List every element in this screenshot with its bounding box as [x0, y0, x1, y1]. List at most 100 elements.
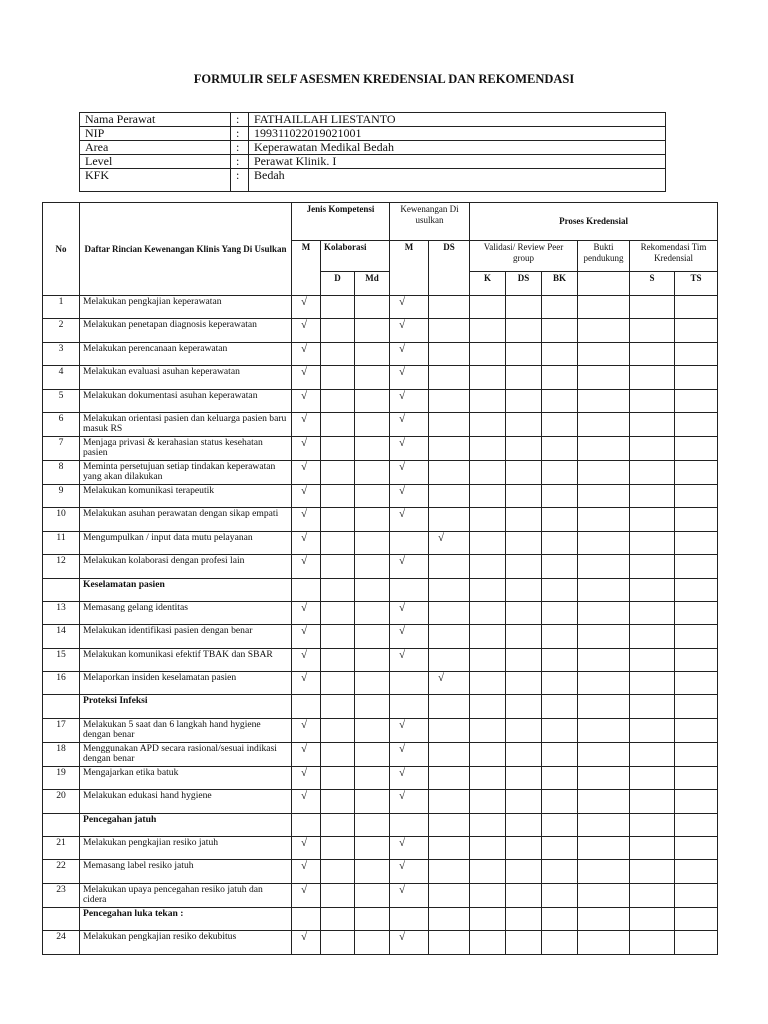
- cell: [427, 906, 471, 932]
- cell: [505, 671, 543, 696]
- row-number: 4: [42, 365, 80, 390]
- identity-row: KFK: Bedah: [79, 168, 666, 192]
- cell: [541, 600, 579, 626]
- checkmark: √: [389, 318, 429, 343]
- cell: [541, 294, 579, 320]
- cell: [674, 694, 719, 719]
- cell: [354, 365, 390, 390]
- cell: [577, 624, 631, 649]
- row-description: Melakukan pengkajian resiko jatuh: [79, 836, 292, 861]
- cell: [577, 647, 631, 673]
- cell: [469, 717, 507, 743]
- cell: [427, 859, 471, 884]
- checkmark: √: [291, 554, 321, 579]
- cell: [389, 671, 429, 696]
- checkmark: √: [291, 341, 321, 367]
- cell: [577, 577, 631, 602]
- cell: [629, 836, 676, 861]
- header-cell: K: [469, 271, 507, 296]
- row-number: 22: [42, 859, 80, 884]
- cell: [505, 930, 543, 955]
- cell: [505, 435, 543, 461]
- row-description: Memasang label resiko jatuh: [79, 859, 292, 884]
- cell: [541, 859, 579, 884]
- cell: [629, 741, 676, 767]
- section-title: Keselamatan pasien: [79, 577, 292, 602]
- identity-label: Level: [79, 154, 231, 169]
- cell: [505, 836, 543, 861]
- cell: [427, 624, 471, 649]
- cell: [320, 411, 355, 437]
- cell: [469, 365, 507, 390]
- cell: [674, 318, 719, 343]
- row-number: 2: [42, 318, 80, 343]
- cell: [577, 859, 631, 884]
- cell: [577, 365, 631, 390]
- header-cell: Rekomendasi Tim Kredensial: [629, 240, 719, 272]
- row-description: Melakukan evaluasi asuhan keperawatan: [79, 365, 292, 390]
- checkmark: √: [291, 882, 321, 908]
- cell: [469, 600, 507, 626]
- section-title: Pencegahan jatuh: [79, 812, 292, 838]
- cell: [354, 388, 390, 413]
- checkmark: √: [389, 717, 429, 743]
- cell: [577, 812, 631, 838]
- row-number: 3: [42, 341, 80, 367]
- cell: [577, 294, 631, 320]
- cell: [291, 812, 321, 838]
- cell: [320, 882, 355, 908]
- cell: [577, 530, 631, 556]
- cell: [674, 765, 719, 791]
- header-row: D Md K DS BK S TS: [43, 271, 719, 296]
- cell: [469, 671, 507, 696]
- cell: [505, 859, 543, 884]
- cell: [354, 459, 390, 485]
- cell: [541, 882, 579, 908]
- item-row: 4 Melakukan evaluasi asuhan keperawatan √ √: [42, 365, 719, 390]
- row-description: Menjaga privasi & kerahasian status kese…: [79, 435, 292, 461]
- cell: [541, 717, 579, 743]
- cell: [469, 694, 507, 719]
- identity-separator: :: [230, 112, 249, 127]
- checkmark: √: [389, 411, 429, 437]
- row-number: 19: [42, 765, 80, 791]
- row-number: 9: [42, 483, 80, 509]
- cell: [427, 789, 471, 814]
- cell: [505, 577, 543, 602]
- cell: [577, 789, 631, 814]
- cell: [674, 671, 719, 696]
- header-cell: Bukti pendukung: [577, 240, 631, 272]
- cell: [427, 741, 471, 767]
- item-row: 7 Menjaga privasi & kerahasian status kes…: [42, 435, 719, 461]
- cell: [541, 577, 579, 602]
- cell: [505, 624, 543, 649]
- cell: [320, 483, 355, 509]
- cell: [389, 530, 429, 556]
- row-number: 14: [42, 624, 80, 649]
- cell: [427, 765, 471, 791]
- identity-row: Area: Keperawatan Medikal Bedah: [79, 140, 666, 155]
- cell: [389, 577, 429, 602]
- cell: [469, 765, 507, 791]
- cell: [629, 671, 676, 696]
- cell: [320, 530, 355, 556]
- checkmark: √: [389, 507, 429, 532]
- cell: [505, 789, 543, 814]
- identity-value: 199311022019021001: [248, 126, 666, 141]
- cell: [629, 694, 676, 719]
- cell: [354, 694, 390, 719]
- cell: [629, 507, 676, 532]
- checkmark: √: [291, 530, 321, 556]
- cell: [629, 906, 676, 932]
- cell: [427, 554, 471, 579]
- table-header: No Daftar Rincian Kewenangan Klinis Yang…: [42, 202, 719, 296]
- header-cell: BK: [541, 271, 579, 296]
- cell: [42, 577, 80, 602]
- cell: [291, 694, 321, 719]
- checkmark: √: [291, 318, 321, 343]
- cell: [469, 624, 507, 649]
- cell: [354, 554, 390, 579]
- header-cell: No: [42, 202, 80, 296]
- cell: [577, 459, 631, 485]
- cell: [427, 411, 471, 437]
